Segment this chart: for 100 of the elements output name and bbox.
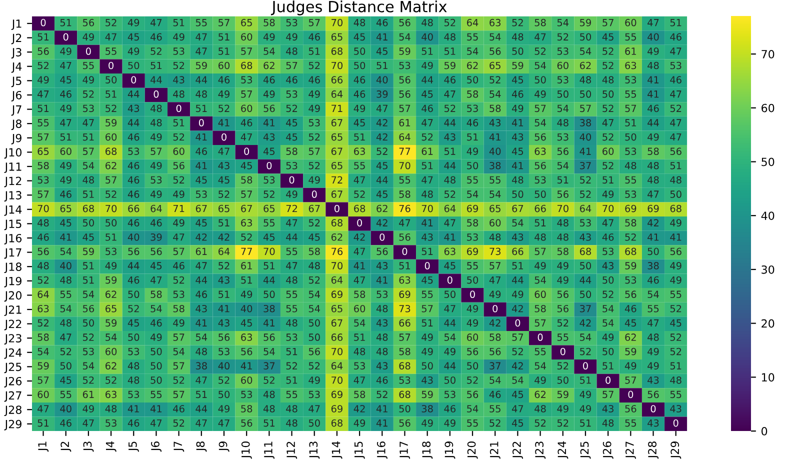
data-label: 47	[376, 104, 388, 112]
data-label: 69	[331, 390, 342, 398]
data-label: 45	[263, 234, 275, 241]
data-label: 45	[444, 262, 456, 270]
data-label: 70	[557, 204, 568, 212]
data-label: 37	[490, 362, 500, 370]
data-label: 51	[354, 133, 365, 141]
data-label: 54	[196, 334, 208, 341]
data-label: 51	[308, 48, 320, 55]
data-label: 45	[308, 234, 320, 241]
data-label: 46	[38, 233, 49, 241]
data-label: 51	[60, 133, 72, 141]
data-label: 48	[38, 262, 49, 270]
data-label: 49	[240, 290, 252, 298]
data-label: 48	[602, 76, 614, 84]
data-label: 67	[331, 319, 342, 327]
y-tick-label: J3	[11, 48, 22, 59]
x-tick-label: J24	[558, 441, 568, 459]
data-label: 59	[512, 62, 524, 70]
data-label: 54	[308, 290, 320, 298]
data-label: 45	[624, 319, 636, 327]
data-label: 53	[83, 104, 94, 112]
data-label: 56	[557, 190, 568, 198]
data-label: 68	[670, 204, 682, 212]
data-label: 55	[467, 262, 478, 270]
data-label: 52	[218, 104, 230, 112]
data-label: 52	[670, 334, 682, 341]
data-label: 57	[399, 104, 410, 112]
data-label: 53	[196, 190, 207, 198]
data-label: 0	[470, 290, 475, 298]
data-label: 40	[648, 33, 659, 41]
data-label: 0	[244, 148, 250, 155]
data-label: 56	[218, 334, 230, 341]
data-label: 56	[490, 48, 501, 55]
data-label: 49	[534, 90, 546, 98]
data-label: 69	[625, 204, 636, 212]
data-label: 48	[60, 276, 72, 284]
data-label: 41	[263, 319, 274, 326]
y-tick-label: J27	[4, 391, 22, 402]
data-label: 52	[557, 419, 568, 427]
data-label: 46	[444, 405, 456, 412]
data-label: 51	[60, 19, 72, 26]
data-label: 46	[376, 376, 388, 384]
data-label: 52	[150, 48, 162, 55]
data-label: 41	[376, 419, 388, 427]
data-label: 50	[534, 76, 546, 84]
data-label: 60	[557, 62, 568, 70]
data-label: 45	[512, 76, 524, 84]
data-label: 39	[376, 90, 388, 98]
data-label: 51	[173, 119, 184, 126]
data-label: 61	[196, 248, 207, 256]
data-label: 52	[308, 162, 320, 170]
data-label: 56	[399, 90, 410, 98]
x-tick-label: J21	[490, 442, 500, 459]
data-label: 53	[286, 90, 298, 98]
data-label: 54	[308, 305, 320, 312]
data-label: 41	[218, 119, 230, 126]
data-label: 0	[108, 62, 114, 70]
data-label: 51	[196, 104, 207, 112]
data-label: 66	[128, 204, 140, 212]
data-label: 53	[625, 148, 636, 155]
data-label: 52	[602, 290, 614, 298]
data-label: 45	[422, 90, 433, 98]
data-label: 67	[196, 204, 207, 212]
data-label: 46	[286, 76, 298, 84]
data-label: 48	[150, 104, 162, 112]
data-label: 70	[399, 162, 410, 170]
data-label: 49	[38, 76, 49, 84]
data-label: 46	[150, 33, 162, 41]
data-label: 65	[106, 304, 116, 312]
data-label: 56	[625, 405, 636, 412]
data-label: 54	[512, 376, 524, 384]
data-label: 52	[308, 219, 320, 226]
data-label: 51	[354, 334, 365, 341]
x-tick-label: J12	[286, 442, 298, 459]
data-label: 54	[399, 33, 410, 41]
data-label: 48	[512, 176, 524, 184]
data-label: 46	[602, 233, 614, 241]
data-label: 0	[40, 18, 46, 26]
data-label: 45	[286, 119, 298, 126]
y-tick-label: J14	[4, 206, 22, 216]
data-label: 44	[286, 234, 298, 241]
data-label: 54	[150, 305, 162, 312]
data-label: 0	[334, 204, 340, 212]
data-label: 0	[154, 90, 159, 98]
data-label: 45	[60, 76, 72, 84]
data-label: 58	[534, 304, 546, 312]
data-label: 43	[489, 119, 501, 126]
data-label: 53	[218, 348, 230, 356]
data-label: 54	[83, 362, 94, 370]
data-label: 53	[308, 390, 320, 398]
data-label: 55	[490, 405, 500, 412]
data-label: 58	[38, 334, 49, 341]
x-tick-label: J16	[376, 441, 388, 459]
data-label: 52	[444, 18, 456, 26]
data-label: 62	[376, 204, 388, 212]
data-label: 65	[331, 304, 342, 312]
data-label: 55	[286, 290, 298, 298]
data-label: 42	[218, 233, 230, 241]
data-label: 67	[331, 148, 342, 155]
